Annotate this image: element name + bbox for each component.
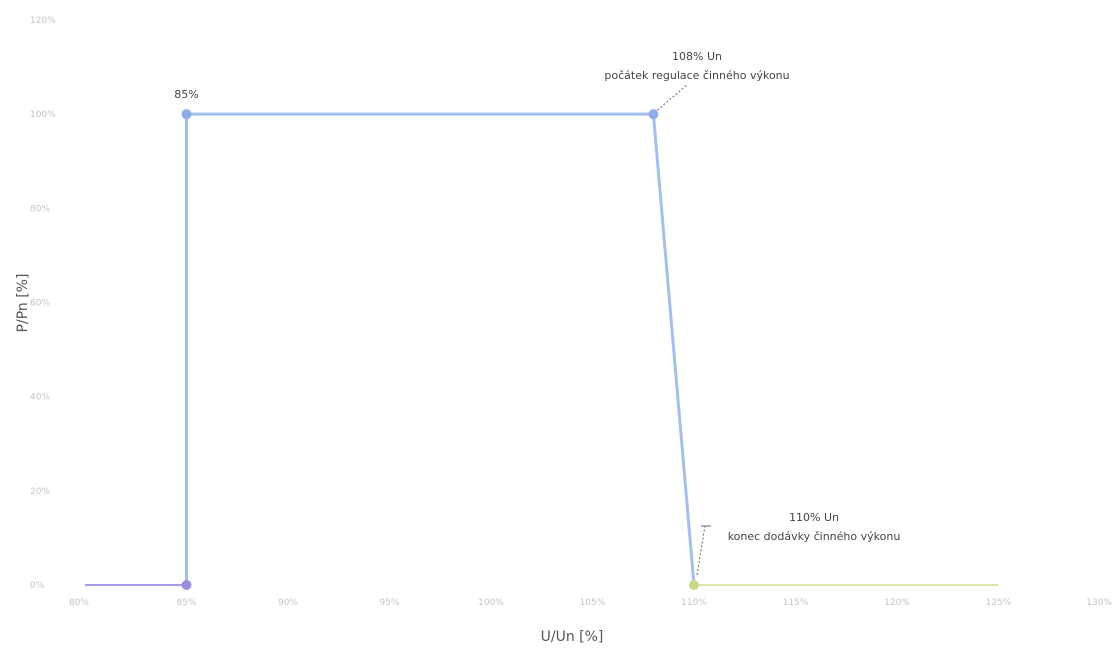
y-tick-label: 60% (30, 299, 50, 309)
data-point (181, 109, 192, 120)
x-tick-label: 80% (69, 598, 89, 608)
annotation-108-line1: 108% Un (672, 50, 722, 63)
data-point (648, 109, 659, 120)
x-tick-label: 105% (580, 598, 606, 608)
y-axis-title: P/Pn [%] (15, 274, 31, 333)
x-tick-label: 85% (176, 598, 196, 608)
data-point (181, 580, 192, 590)
x-tick-label: 115% (783, 598, 809, 608)
annotation-85: 85% (174, 88, 198, 101)
plot-series (85, 109, 999, 590)
data-point (689, 580, 699, 590)
x-tick-label: 100% (478, 598, 504, 608)
x-axis-ticks: 80% 85% 90% 95% 100% 105% 110% 115% 120% 125% 130% (69, 598, 1112, 608)
y-tick-label: 40% (30, 393, 50, 403)
leader-line-108 (657, 83, 689, 111)
y-tick-label: 80% (30, 204, 50, 214)
series-line-1 (185, 112, 696, 586)
x-tick-label: 120% (884, 598, 910, 608)
annotation-110-line2: konec dodávky činného výkonu (728, 530, 901, 543)
x-tick-label: 90% (278, 598, 298, 608)
x-tick-label: 130% (1086, 598, 1112, 608)
y-axis-ticks: 0% 20% 40% 60% 80% 100% 120% (30, 16, 56, 591)
x-tick-label: 95% (379, 598, 399, 608)
x-tick-label: 110% (681, 598, 707, 608)
annotations: 85% 108% Un počátek regulace činného výk… (174, 50, 901, 576)
y-tick-label: 100% (30, 110, 56, 120)
x-tick-label: 125% (986, 598, 1012, 608)
x-axis-title: U/Un [%] (541, 629, 604, 645)
leader-line-110-vertical (696, 525, 706, 576)
annotation-110-line1: 110% Un (789, 511, 839, 524)
annotation-108-line2: počátek regulace činného výkonu (604, 69, 789, 82)
y-tick-label: 20% (30, 487, 50, 497)
y-tick-label: 120% (30, 16, 56, 26)
y-tick-label: 0% (30, 581, 45, 591)
